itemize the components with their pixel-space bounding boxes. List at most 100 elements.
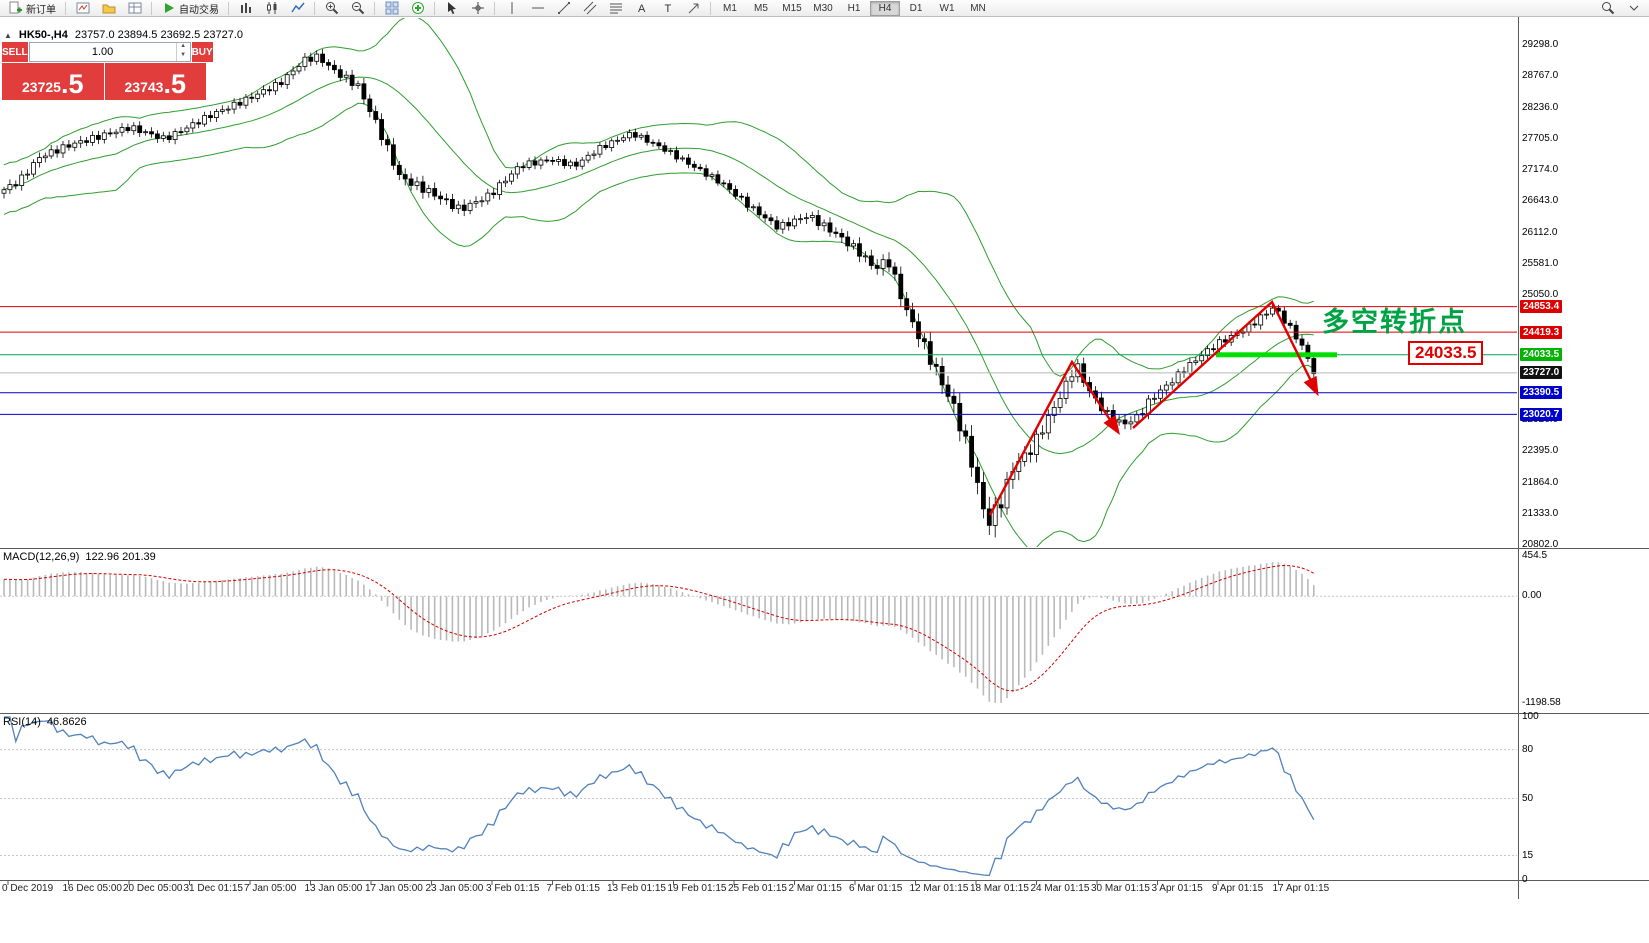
svg-text:T: T (664, 3, 671, 15)
buy-price-display[interactable]: 23743 .5 (104, 63, 206, 100)
macd-values: 122.96 201.39 (85, 551, 156, 563)
volume-input[interactable] (29, 43, 176, 61)
zoom-in-button[interactable] (319, 0, 344, 17)
trendline-tool[interactable] (551, 0, 576, 17)
tf-w1[interactable]: W1 (939, 2, 955, 14)
time-label: 20 Dec 05:00 (123, 883, 183, 894)
tf-mn[interactable]: MN (970, 2, 986, 14)
toolbar-separator (65, 1, 66, 15)
tf-m15[interactable]: M15 (782, 2, 802, 14)
price-tick: 29298.0 (1522, 39, 1559, 50)
cursor-icon (444, 1, 459, 16)
menu-button[interactable] (1621, 0, 1646, 17)
support-price-label[interactable]: 24033.5 (1408, 341, 1484, 365)
label-tool[interactable]: T (655, 0, 680, 17)
tf-m5[interactable]: M5 (754, 2, 768, 14)
time-label: 13 Feb 01:15 (607, 883, 666, 894)
tf-d1[interactable]: D1 (909, 2, 923, 14)
tf-m30[interactable]: M30 (813, 2, 833, 14)
new-order-button[interactable]: 新订单 (3, 0, 61, 17)
label-icon: T (660, 1, 675, 16)
bar-chart-icon (238, 1, 253, 16)
toolbar-separator (228, 1, 229, 15)
arrow-tool[interactable] (681, 0, 706, 17)
price-tick: 20802.0 (1522, 539, 1559, 550)
buy-button[interactable]: BUY (191, 42, 213, 62)
auto-trading-button[interactable]: 自动交易 (156, 0, 224, 17)
bar-chart-button[interactable] (233, 0, 258, 17)
vline-icon (504, 1, 519, 16)
zoom-in-icon (324, 1, 339, 16)
rsi-line (4, 716, 1315, 877)
one-click-trading-panel: SELL ▲ ▼ BUY 23725 .5 23743 .5 (2, 42, 213, 100)
horizontal-line-tool[interactable] (525, 0, 550, 17)
toolbar-separator (710, 1, 711, 15)
new-order-icon (8, 1, 23, 16)
crosshair-button[interactable] (465, 0, 490, 17)
price-tick: 25581.0 (1522, 257, 1559, 269)
volume-up-icon[interactable]: ▲ (180, 43, 187, 49)
sell-price-main: 23725 (22, 79, 61, 95)
indicators-button[interactable] (405, 0, 430, 17)
hline-icon (530, 1, 545, 16)
rsi-name: RSI(14) (3, 716, 41, 728)
rsi-axis-tick: 15 (1522, 849, 1534, 861)
macd-axis-tick: 454.5 (1522, 549, 1548, 561)
profiles-button[interactable] (96, 0, 121, 17)
time-label: 3 Apr 01:15 (1151, 883, 1203, 894)
time-label: 12 Mar 01:15 (909, 883, 969, 894)
fibonacci-icon (608, 1, 623, 16)
time-label: 24 Mar 01:15 (1030, 883, 1090, 894)
time-label: 30 Mar 01:15 (1091, 883, 1150, 894)
macd-signal-line (3, 564, 1315, 692)
time-label: 16 Dec 05:00 (62, 883, 123, 894)
trend-arrow[interactable] (988, 359, 1120, 516)
symbol-period: HK50-,H4 (18, 29, 68, 41)
volume-down-icon[interactable]: ▼ (180, 52, 187, 58)
rsi-axis-tick: 50 (1522, 792, 1534, 804)
chevron-down-icon (1626, 1, 1641, 16)
arrow-tool-icon (686, 1, 701, 16)
turning-point-annotation[interactable]: 多空转折点 (1322, 307, 1467, 337)
tf-h4[interactable]: H4 (870, 0, 900, 16)
zoom-out-button[interactable] (345, 0, 370, 17)
time-label: 0 Dec 2019 (2, 883, 54, 894)
price-level-tag: 23390.5 (1520, 386, 1563, 400)
line-chart-button[interactable] (285, 0, 310, 17)
new-chart-button[interactable] (70, 0, 95, 17)
candlestick-icon (264, 1, 279, 16)
rsi-axis-tick: 0 (1522, 874, 1528, 885)
crosshair-icon (470, 1, 485, 16)
search-icon (1600, 1, 1615, 16)
price-tick: 21333.0 (1522, 507, 1559, 519)
macd-axis-tick: -1198.58 (1522, 696, 1561, 708)
search-button[interactable] (1595, 0, 1620, 17)
tf-h1[interactable]: H1 (847, 2, 861, 14)
macd-axis-tick: 0.00 (1522, 590, 1542, 602)
macd-name: MACD(12,26,9) (3, 551, 80, 563)
market-watch-button[interactable] (122, 0, 147, 17)
price-tick: 27174.0 (1522, 164, 1559, 175)
tile-windows-button[interactable] (379, 0, 404, 17)
buy-price-main: 23743 (124, 79, 164, 95)
trendline-icon (556, 1, 571, 16)
tile-windows-icon (384, 1, 399, 16)
support-highlight-bar[interactable] (1216, 352, 1337, 358)
sell-price-display[interactable]: 23725 .5 (2, 63, 104, 100)
tf-m1[interactable]: M1 (723, 2, 737, 14)
trend-arrow[interactable] (1132, 300, 1319, 429)
vertical-line-tool[interactable] (499, 0, 524, 17)
time-label: 25 Feb 01:15 (728, 883, 787, 894)
candlestick-chart-button[interactable] (259, 0, 284, 17)
channel-tool[interactable] (577, 0, 602, 17)
cursor-button[interactable] (439, 0, 464, 17)
sell-button[interactable]: SELL (2, 42, 28, 62)
fibonacci-tool[interactable] (603, 0, 628, 17)
time-label: 3 Feb 01:15 (486, 883, 540, 894)
text-tool[interactable]: A (629, 0, 654, 17)
volume-stepper[interactable]: ▲ ▼ (175, 43, 190, 61)
time-label: 31 Dec 01:15 (183, 883, 244, 894)
one-click-collapse-icon[interactable]: ▲ (4, 30, 12, 40)
price-level-tag: 24853.4 (1520, 300, 1563, 314)
